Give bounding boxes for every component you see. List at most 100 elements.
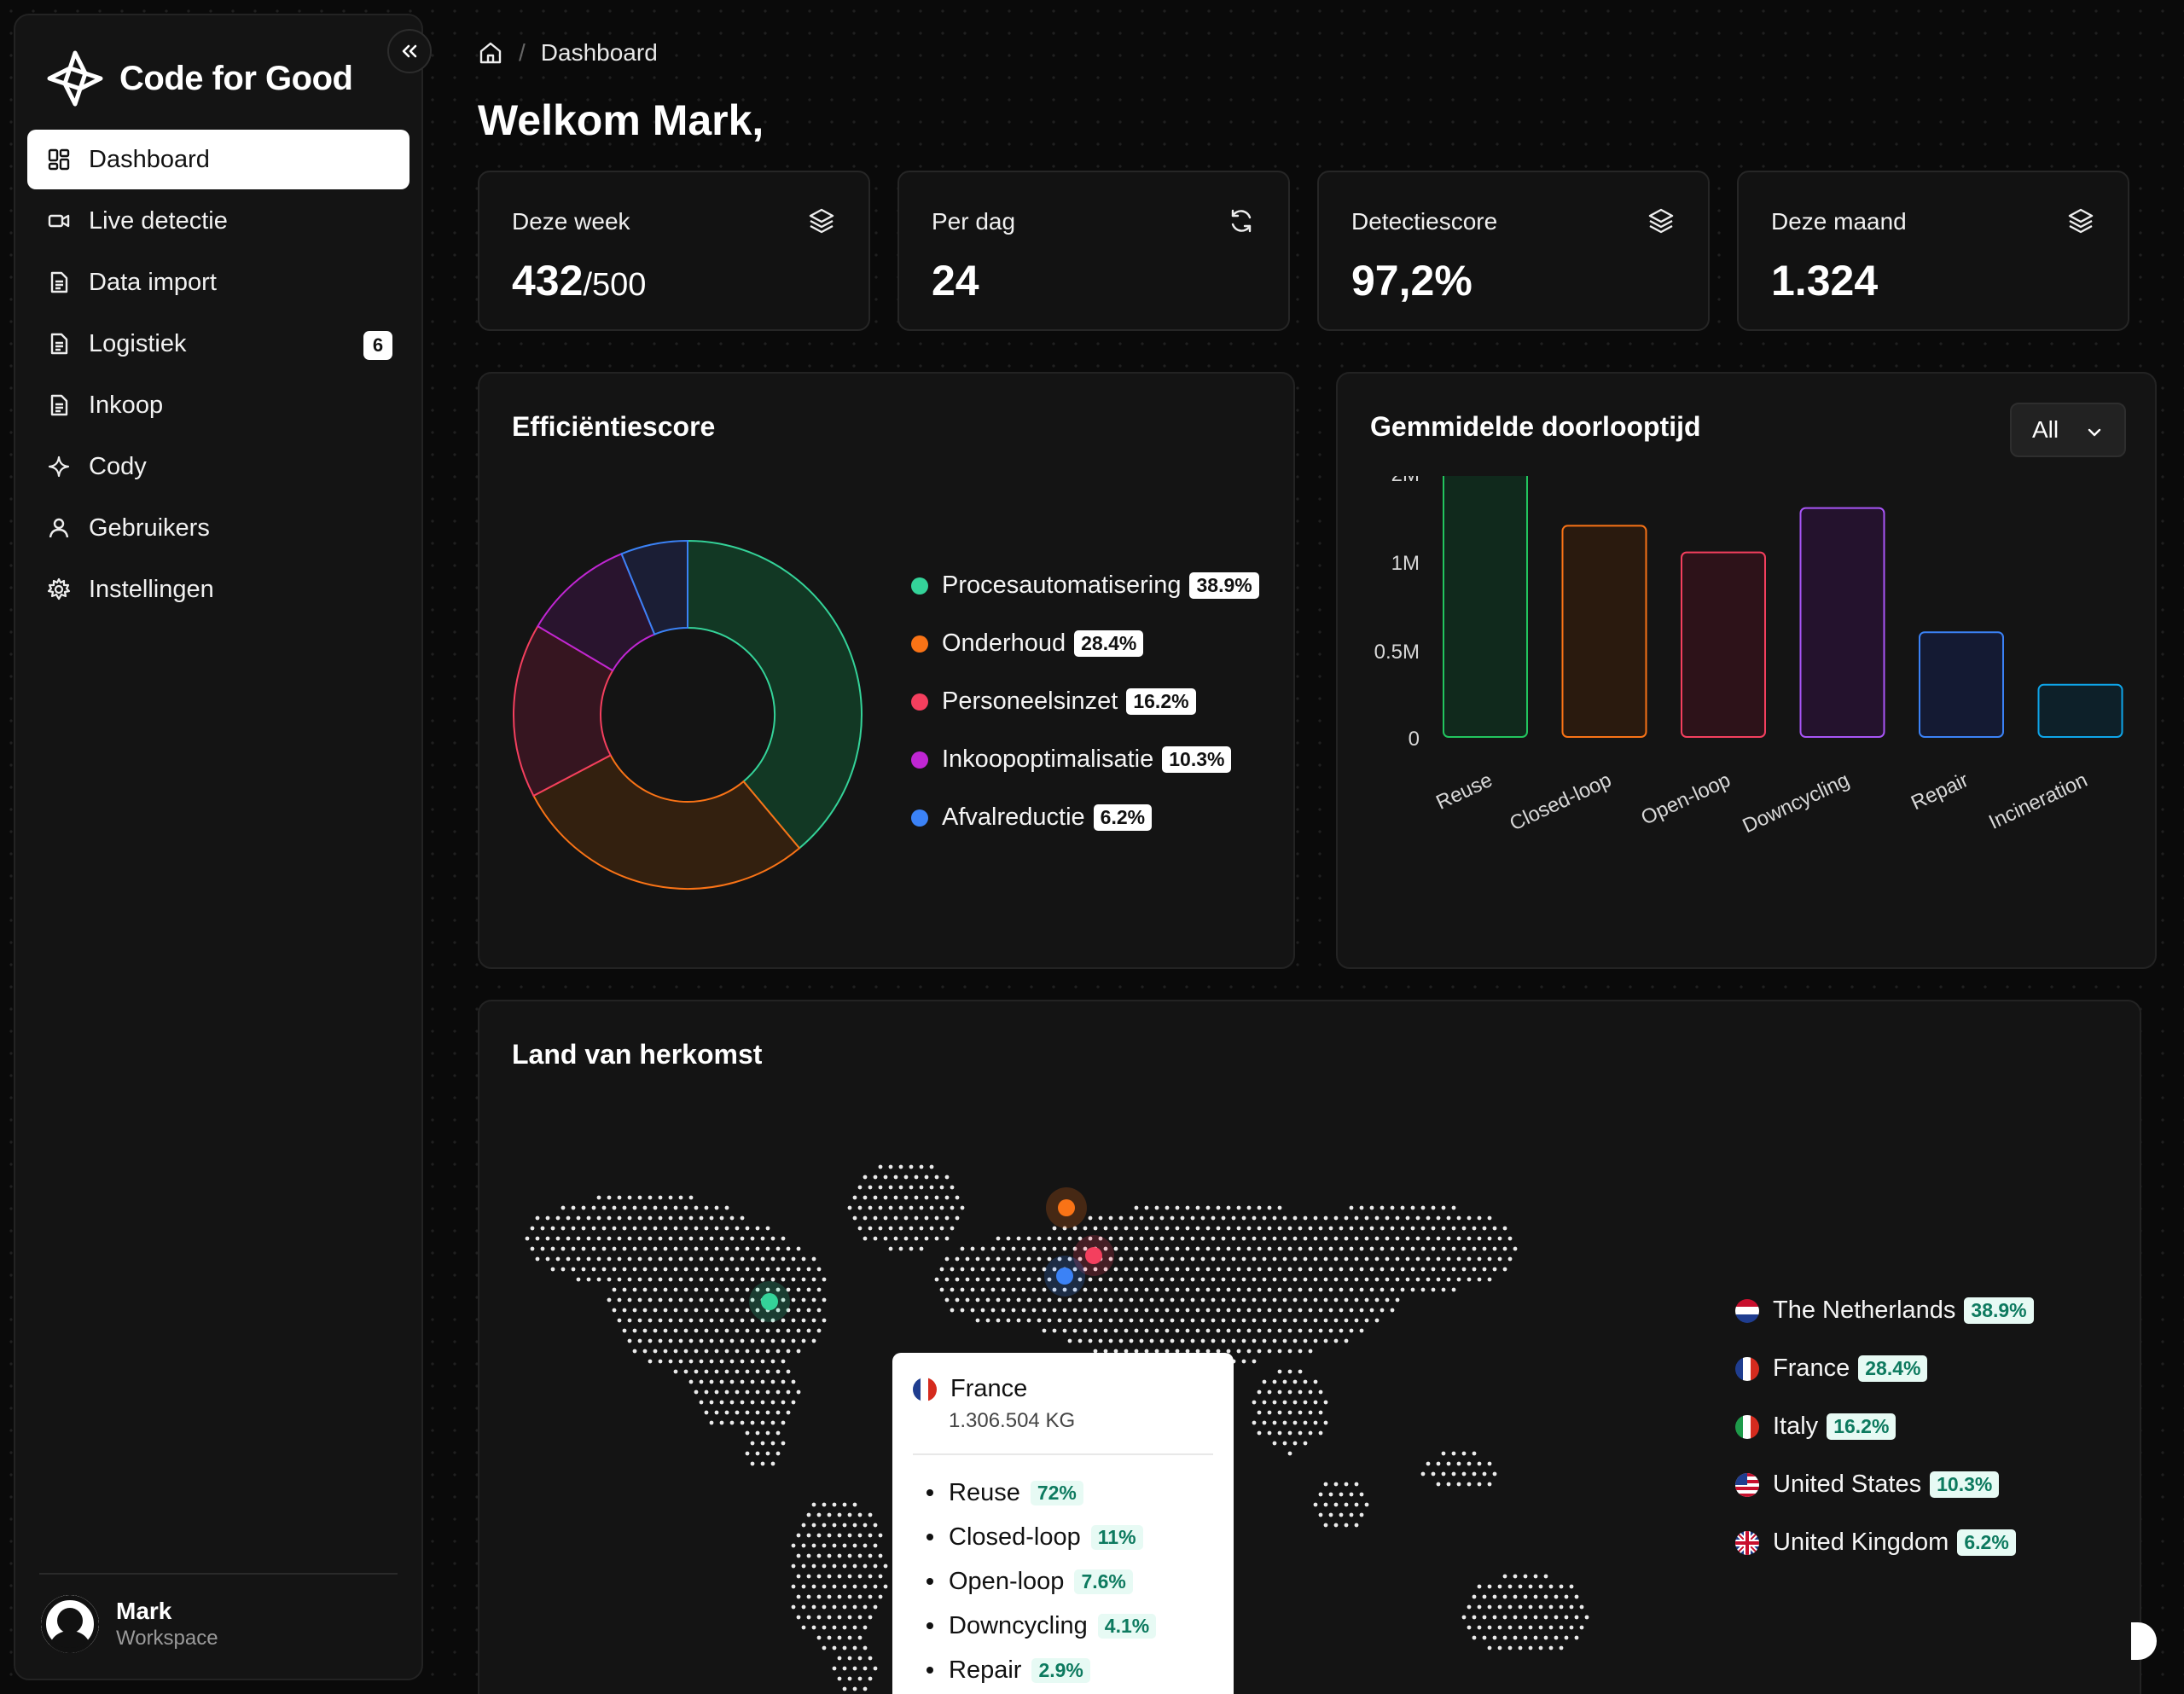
map-dot	[1185, 1287, 1190, 1292]
map-dot	[847, 1512, 852, 1517]
map-dot	[678, 1215, 683, 1221]
bar[interactable]	[1919, 631, 2004, 738]
map-dot	[678, 1195, 683, 1200]
map-marker[interactable]	[1056, 1268, 1073, 1285]
map-dot	[688, 1338, 694, 1343]
map-dot	[1159, 1318, 1165, 1323]
sidebar-item-dashboard[interactable]: Dashboard	[27, 130, 410, 189]
bar[interactable]	[1681, 551, 1766, 738]
map-dot	[1333, 1482, 1339, 1487]
map-dot	[642, 1349, 648, 1354]
map-dot	[1410, 1226, 1415, 1231]
map-dot	[955, 1215, 960, 1221]
map-dot	[944, 1175, 950, 1180]
map-dot	[1246, 1226, 1252, 1231]
map-dot	[750, 1379, 755, 1384]
map-dot	[863, 1686, 868, 1691]
map-dot	[648, 1297, 653, 1302]
map-dot	[868, 1185, 873, 1190]
map-dot	[755, 1287, 760, 1292]
map-dot	[1543, 1615, 1548, 1620]
map-dot	[586, 1256, 591, 1262]
map-dot	[924, 1236, 929, 1241]
donut-slice[interactable]	[532, 754, 801, 890]
sidebar-item-live-detectie[interactable]: Live detectie	[27, 191, 410, 251]
collapse-sidebar-button[interactable]	[387, 29, 432, 73]
bar[interactable]	[1561, 525, 1647, 739]
map-dot	[863, 1215, 868, 1221]
sidebar-item-cody[interactable]: Cody	[27, 437, 410, 496]
map-dot	[1037, 1256, 1042, 1262]
map-dot	[1502, 1615, 1507, 1620]
map-dot	[1180, 1297, 1185, 1302]
map-dot	[837, 1635, 842, 1640]
map-dot	[1333, 1297, 1339, 1302]
filter-select[interactable]: All	[2010, 403, 2126, 457]
map-dot	[750, 1461, 755, 1466]
map-dot	[1026, 1277, 1031, 1282]
map-dot	[1190, 1215, 1195, 1221]
card-title: Land van herkomst	[512, 1039, 763, 1070]
map-dot	[683, 1369, 688, 1374]
map-dot	[740, 1338, 745, 1343]
sidebar-item-gebruikers[interactable]: Gebruikers	[27, 498, 410, 558]
help-widget-button[interactable]	[2131, 1622, 2157, 1660]
map-dot	[1185, 1205, 1190, 1210]
map-dot	[1001, 1287, 1006, 1292]
sidebar-item-instellingen[interactable]: Instellingen	[27, 560, 410, 619]
italy-flag-icon	[1735, 1414, 1759, 1439]
refresh-icon[interactable]	[1227, 206, 1256, 235]
map-dot	[775, 1328, 781, 1333]
sidebar-item-data-import[interactable]: Data import	[27, 252, 410, 312]
donut-slice[interactable]	[513, 624, 614, 798]
map-dot	[791, 1338, 796, 1343]
map-dot	[1431, 1267, 1436, 1272]
map-dot	[1456, 1461, 1461, 1466]
map-marker[interactable]	[1058, 1199, 1075, 1216]
map-dot	[1380, 1205, 1385, 1210]
map-dot	[1236, 1328, 1241, 1333]
map-dot	[955, 1256, 960, 1262]
home-icon[interactable]	[478, 40, 503, 66]
user-profile[interactable]: Mark Workspace	[41, 1595, 218, 1653]
map-dot	[1467, 1461, 1472, 1466]
map-dot	[770, 1256, 775, 1262]
map-dot	[765, 1349, 770, 1354]
map-dot	[1298, 1430, 1303, 1436]
bar[interactable]	[1443, 476, 1528, 738]
sidebar-item-logistiek[interactable]: Logistiek 6	[27, 314, 410, 374]
donut-slice[interactable]	[620, 539, 688, 635]
map-dot	[765, 1226, 770, 1231]
map-dot	[1548, 1604, 1554, 1610]
map-dot	[1180, 1338, 1185, 1343]
map-dot	[1221, 1318, 1226, 1323]
map-dot	[704, 1287, 709, 1292]
map-dot	[1001, 1267, 1006, 1272]
bar[interactable]	[1799, 507, 1885, 738]
map-dot	[796, 1349, 801, 1354]
map-dot	[1298, 1226, 1303, 1231]
map-dot	[1211, 1277, 1216, 1282]
map-dot	[1523, 1574, 1528, 1579]
country-percent: 38.9%	[1964, 1297, 2034, 1324]
sidebar-item-inkoop[interactable]: Inkoop	[27, 375, 410, 435]
breadcrumb-current[interactable]: Dashboard	[540, 39, 658, 66]
map-dot	[694, 1246, 699, 1251]
brand[interactable]: Code for Good	[44, 48, 353, 109]
layers-icon	[1648, 208, 1674, 234]
map-dot	[1221, 1297, 1226, 1302]
map-dot	[816, 1574, 822, 1579]
throughput-card: Gemmidelde doorlooptijd All 00.5M1M2M3MR…	[1336, 372, 2157, 969]
map-marker[interactable]	[1085, 1247, 1102, 1264]
map-dot	[1467, 1482, 1472, 1487]
map-dot	[673, 1328, 678, 1333]
map-dot	[709, 1215, 714, 1221]
map-dot	[924, 1175, 929, 1180]
map-marker[interactable]	[761, 1293, 778, 1310]
donut-slice[interactable]	[687, 539, 863, 850]
map-dot	[1559, 1604, 1564, 1610]
map-dot	[1497, 1604, 1502, 1610]
bar[interactable]	[2037, 683, 2123, 739]
map-dot	[719, 1400, 724, 1405]
map-dot	[1062, 1308, 1067, 1313]
